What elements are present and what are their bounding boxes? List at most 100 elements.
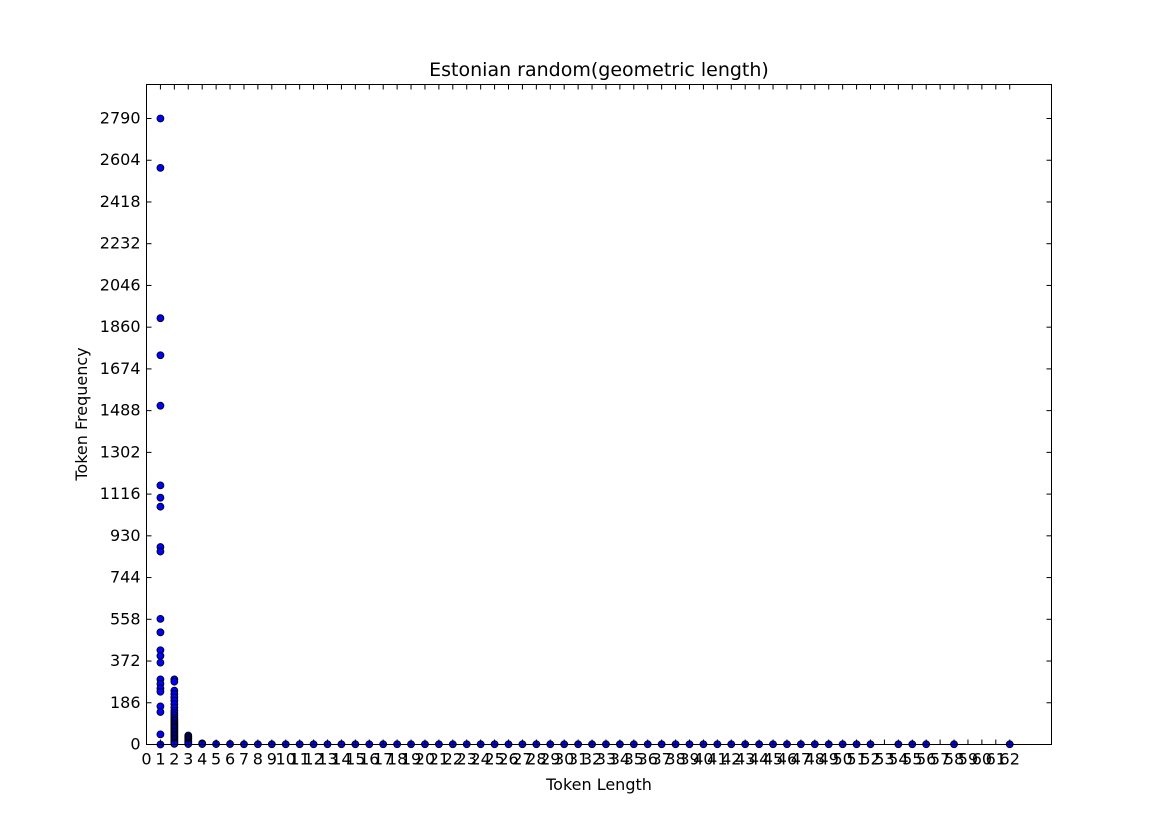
x-tick-label-38: 38: [665, 750, 685, 769]
x-tick-label-19: 19: [401, 750, 421, 769]
y-tick-label-3: 558: [110, 609, 141, 628]
y-tick-label-8: 1488: [100, 401, 141, 420]
x-tick-label-17: 17: [373, 750, 393, 769]
y-tick-label-5: 930: [110, 526, 141, 545]
x-tick-label-11: 11: [289, 750, 309, 769]
chart-title: Estonian random(geometric length): [429, 59, 769, 81]
x-tick-label-23: 23: [457, 750, 477, 769]
data-point-1: [156, 163, 165, 172]
x-tick-label-0: 0: [141, 750, 151, 769]
plot-frame: [146, 84, 1052, 745]
data-point-6: [156, 493, 165, 502]
x-tick-label-53: 53: [874, 750, 894, 769]
x-tick-label-48: 48: [805, 750, 825, 769]
x-tick-label-4: 4: [197, 750, 207, 769]
y-tick-label-1: 186: [110, 693, 141, 712]
x-tick-label-33: 33: [596, 750, 616, 769]
x-tick-label-18: 18: [387, 750, 407, 769]
data-point-5: [156, 481, 165, 490]
x-tick-label-47: 47: [791, 750, 811, 769]
x-tick-label-46: 46: [777, 750, 797, 769]
data-point-20: [156, 708, 165, 716]
data-point-24: [170, 677, 179, 686]
x-tick-label-56: 56: [916, 750, 936, 769]
data-point-3: [156, 351, 165, 360]
x-tick-label-59: 59: [958, 750, 978, 769]
x-tick-label-3: 3: [183, 750, 193, 769]
x-tick-label-40: 40: [693, 750, 713, 769]
x-tick-label-1: 1: [155, 750, 165, 769]
y-tick-label-10: 1860: [100, 317, 141, 336]
x-tick-label-21: 21: [429, 750, 449, 769]
x-tick-label-39: 39: [679, 750, 699, 769]
x-tick-label-55: 55: [902, 750, 922, 769]
x-tick-label-42: 42: [721, 750, 741, 769]
y-tick-label-0: 0: [130, 735, 140, 754]
x-tick-label-8: 8: [253, 750, 263, 769]
points-layer: [156, 114, 1014, 749]
x-tick-label-22: 22: [443, 750, 463, 769]
y-tick-label-12: 2232: [100, 234, 141, 253]
x-tick-label-5: 5: [211, 750, 221, 769]
y-tick-label-13: 2418: [100, 192, 141, 211]
data-point-11: [156, 628, 165, 637]
x-tick-label-32: 32: [582, 750, 602, 769]
x-axis: 0 1 2 3 4 5 6 7 8 9101112131415161718192021222324…: [141, 84, 1020, 769]
x-tick-label-30: 30: [554, 750, 574, 769]
x-tick-label-45: 45: [763, 750, 783, 769]
y-axis-label: Token Frequency: [72, 347, 91, 481]
x-tick-label-6: 6: [225, 750, 235, 769]
data-point-4: [156, 401, 165, 410]
x-tick-label-12: 12: [303, 750, 323, 769]
y-tick-label-9: 1674: [100, 359, 141, 378]
data-point-7: [156, 502, 165, 511]
x-tick-label-20: 20: [415, 750, 435, 769]
y-tick-label-6: 1116: [100, 484, 141, 503]
x-tick-label-51: 51: [846, 750, 866, 769]
x-tick-label-28: 28: [526, 750, 546, 769]
y-tick-label-7: 1302: [100, 442, 141, 461]
x-tick-label-57: 57: [930, 750, 950, 769]
y-tick-label-11: 2046: [100, 275, 141, 294]
x-tick-label-62: 62: [1000, 750, 1020, 769]
x-tick-label-25: 25: [484, 750, 504, 769]
y-tick-label-4: 744: [110, 568, 141, 587]
x-tick-label-58: 58: [944, 750, 964, 769]
x-tick-label-36: 36: [638, 750, 658, 769]
x-tick-label-13: 13: [317, 750, 337, 769]
x-tick-label-41: 41: [707, 750, 727, 769]
x-tick-label-54: 54: [888, 750, 908, 769]
x-tick-label-10: 10: [276, 750, 296, 769]
x-tick-label-24: 24: [470, 750, 490, 769]
data-point-13: [156, 651, 165, 660]
x-tick-label-44: 44: [749, 750, 769, 769]
y-tick-label-14: 2604: [100, 150, 141, 169]
x-tick-label-9: 9: [267, 750, 277, 769]
x-tick-label-60: 60: [972, 750, 992, 769]
y-axis: 0 186 372 558 744 930 1116 1302 1488 1674 1860 2046…: [100, 109, 1052, 754]
data-point-0: [156, 114, 165, 123]
x-tick-label-34: 34: [610, 750, 630, 769]
x-tick-label-29: 29: [540, 750, 560, 769]
x-axis-label: Token Length: [545, 775, 652, 794]
data-point-14: [156, 658, 165, 667]
x-tick-label-2: 2: [169, 750, 179, 769]
x-tick-label-15: 15: [345, 750, 365, 769]
x-tick-label-61: 61: [986, 750, 1006, 769]
data-point-10: [156, 614, 165, 623]
x-tick-label-35: 35: [624, 750, 644, 769]
x-tick-label-49: 49: [819, 750, 839, 769]
x-tick-label-31: 31: [568, 750, 588, 769]
x-tick-label-14: 14: [331, 750, 351, 769]
x-tick-label-26: 26: [498, 750, 518, 769]
x-tick-label-43: 43: [735, 750, 755, 769]
data-point-21: [156, 730, 165, 739]
data-point-9: [156, 547, 165, 556]
x-tick-label-16: 16: [359, 750, 379, 769]
y-tick-label-2: 372: [110, 651, 141, 670]
x-tick-label-52: 52: [860, 750, 880, 769]
x-tick-label-50: 50: [832, 750, 852, 769]
x-tick-label-7: 7: [239, 750, 249, 769]
data-point-18: [156, 687, 165, 696]
